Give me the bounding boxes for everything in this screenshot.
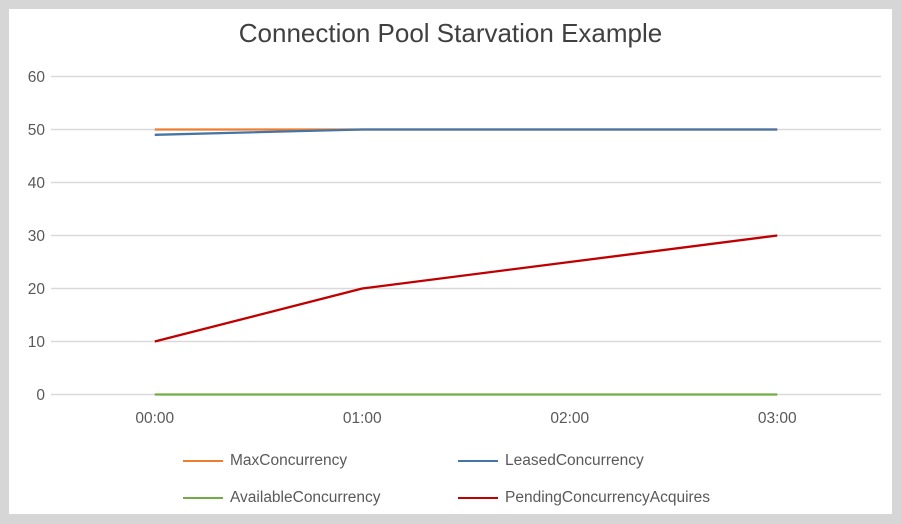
series-line-PendingConcurrencyAcquires [154, 234, 778, 343]
series-line-LeasedConcurrency [154, 128, 778, 136]
legend-item-max-concurrency: MaxConcurrency [183, 452, 347, 470]
legend-label-available-concurrency: AvailableConcurrency [230, 489, 381, 506]
legend-label-pending-concurrency-acquires: PendingConcurrencyAcquires [505, 489, 711, 506]
y-tick-label: 30 [28, 228, 46, 245]
y-tick-label: 0 [36, 387, 45, 404]
x-tick-label: 00:00 [135, 410, 174, 427]
y-tick-label: 40 [28, 175, 46, 192]
legend-swatch-available-concurrency-icon [183, 496, 223, 500]
chart-title: Connection Pool Starvation Example [238, 18, 663, 48]
x-tick-label: 01:00 [343, 410, 382, 427]
legend-swatch-leased-concurrency-icon [458, 459, 498, 463]
legend-item-available-concurrency: AvailableConcurrency [183, 489, 381, 507]
y-tick-label: 50 [28, 122, 46, 139]
legend-item-leased-concurrency: LeasedConcurrency [458, 452, 644, 470]
legend-label-max-concurrency: MaxConcurrency [230, 452, 348, 469]
chart-frame: Connection Pool Starvation Example [9, 9, 892, 514]
x-tick-label: 02:00 [550, 410, 589, 427]
legend-swatch-max-concurrency-icon [183, 459, 223, 463]
y-tick-label: 10 [28, 334, 46, 351]
legend-swatch-pending-concurrency-acquires-icon [458, 496, 498, 500]
legend-item-pending-concurrency-acquires: PendingConcurrencyAcquires [458, 489, 710, 507]
legend-label-leased-concurrency: LeasedConcurrency [505, 452, 644, 469]
x-tick-label: 03:00 [758, 410, 797, 427]
y-tick-label: 60 [28, 69, 46, 86]
y-tick-label: 20 [28, 281, 46, 298]
